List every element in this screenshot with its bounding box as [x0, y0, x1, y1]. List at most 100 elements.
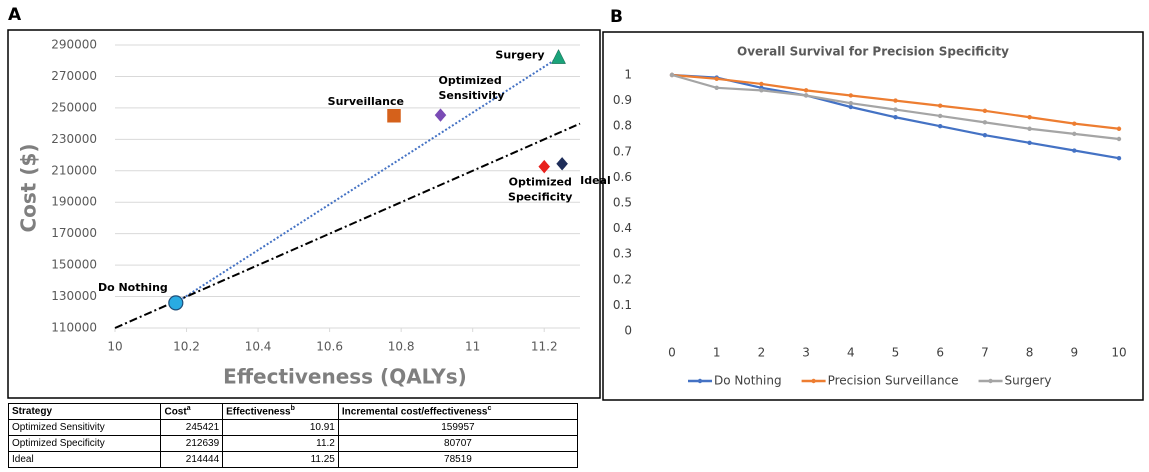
column-header: Effectivenessb	[222, 403, 339, 420]
x-axis-title: Effectiveness (QALYs)	[223, 365, 467, 389]
x-tick-label: 5	[892, 346, 900, 360]
data-point	[1027, 140, 1032, 146]
table-cell: 245421	[160, 419, 224, 436]
x-tick-label: 6	[936, 346, 944, 360]
y-tick-label: 190000	[51, 195, 97, 209]
data-point	[803, 93, 809, 98]
data-point	[893, 107, 898, 112]
panel-label: A	[8, 5, 22, 25]
data-point	[982, 108, 988, 114]
table-cell: 11.25	[222, 451, 339, 468]
data-point	[893, 115, 898, 120]
table-row: Optimized Sensitivity 245421 10.91 159957	[7, 419, 579, 436]
table-cell: 212639	[160, 435, 224, 452]
x-tick-label: 10.6	[316, 340, 343, 354]
results-table: Strategy Costa Effectivenessb Incremental c…	[7, 403, 579, 468]
point	[168, 295, 184, 311]
data-point	[669, 72, 675, 78]
y-tick-label: 0.1	[613, 298, 632, 312]
label-line: Optimized	[509, 176, 572, 189]
y-axis-title: Cost ($)	[17, 143, 41, 232]
data-point	[1072, 131, 1077, 137]
x-tick-label: 3	[802, 346, 810, 360]
y-tick-label: 270000	[51, 69, 97, 83]
x-tick-label: 4	[847, 346, 855, 360]
data-point	[1027, 115, 1032, 120]
footnote-mark: b	[290, 405, 295, 413]
table-cell: 78519	[337, 451, 579, 468]
table-row: Optimized Specificity 212639 11.2 80707	[7, 435, 579, 452]
table-cell: Optimized Sensitivity	[7, 419, 162, 436]
x-tick-label: 0	[668, 346, 676, 360]
y-tick-label: 210000	[51, 163, 97, 177]
data-point	[848, 100, 853, 106]
x-tick-label: 7	[981, 346, 989, 360]
legend-swatch	[988, 378, 993, 384]
x-tick-label: 10	[107, 340, 122, 354]
series-line	[671, 73, 1120, 141]
y-tick-label: 0.3	[613, 247, 632, 261]
data-point	[1027, 126, 1032, 131]
x-tick-label: 11	[465, 340, 480, 354]
header-text: Strategy	[12, 406, 53, 417]
data-point	[848, 104, 853, 110]
data-point	[1072, 148, 1077, 153]
label-line: Sensitivity	[439, 89, 505, 102]
table-cell: 11.2	[222, 435, 339, 452]
y-tick-label: 130000	[51, 289, 97, 303]
point-label: Do Nothing	[98, 281, 168, 294]
y-tick-label: 110000	[51, 321, 97, 335]
data-point	[1116, 156, 1122, 161]
data-point	[1072, 121, 1077, 126]
legend-label: Do Nothing	[714, 374, 782, 388]
chart-title: Overall Survival for Precision Specifici…	[737, 45, 1009, 59]
data-point	[759, 81, 764, 87]
x-tick-label: 8	[1026, 346, 1034, 360]
table-row: Ideal 214444 11.25 78519	[7, 451, 579, 468]
header-text: Incremental cost/effectiveness	[341, 406, 488, 418]
point-label: Optimized Specificity	[508, 176, 572, 204]
data-point	[714, 85, 719, 91]
point	[551, 49, 566, 64]
x-tick-label: 10.2	[173, 340, 200, 354]
point	[434, 107, 447, 123]
header-text: Cost	[164, 406, 187, 418]
x-tick-label: 1	[713, 346, 721, 360]
data-point	[714, 76, 719, 82]
trend-line	[114, 122, 581, 329]
x-tick-label: 9	[1070, 346, 1078, 360]
label-line: Specificity	[508, 191, 572, 204]
data-point	[938, 113, 943, 119]
y-tick-label: 150000	[51, 258, 97, 272]
y-tick-label: 0.9	[613, 93, 632, 107]
x-tick-label: 2	[758, 346, 766, 360]
table-cell: Optimized Specificity	[7, 435, 162, 452]
data-point	[803, 88, 809, 93]
legend-swatch	[697, 378, 703, 384]
data-point	[982, 120, 988, 125]
y-tick-label: 290000	[51, 38, 97, 52]
x-tick-label: 10.4	[245, 340, 272, 354]
figure: A B Effectiveness (QALYs) Cost ($) Overa…	[7, 5, 1144, 401]
point	[555, 156, 569, 172]
column-header: Strategy	[7, 403, 162, 420]
data-point	[938, 103, 943, 108]
y-tick-label: 0.2	[613, 272, 632, 286]
column-header: Incremental cost/effectivenessc	[337, 403, 579, 420]
table-cell: 159957	[337, 419, 579, 436]
y-tick-label: 230000	[51, 132, 97, 146]
table-cell: 214444	[160, 451, 224, 468]
data-point	[1116, 136, 1122, 142]
panel-label: B	[610, 7, 623, 27]
point-label: Surgery	[495, 49, 544, 62]
x-tick-label: 11.2	[531, 340, 558, 354]
footnote-mark: a	[186, 405, 191, 413]
footnote-mark: c	[487, 405, 492, 413]
legend-swatch	[811, 378, 816, 384]
y-tick-label: 1	[624, 68, 632, 82]
legend-label: Surgery	[1005, 374, 1052, 388]
data-point	[1116, 126, 1122, 131]
x-tick-label: 10.8	[388, 340, 415, 354]
point-label: Optimized Sensitivity	[439, 74, 505, 102]
header-text: Effectiveness	[226, 406, 291, 418]
